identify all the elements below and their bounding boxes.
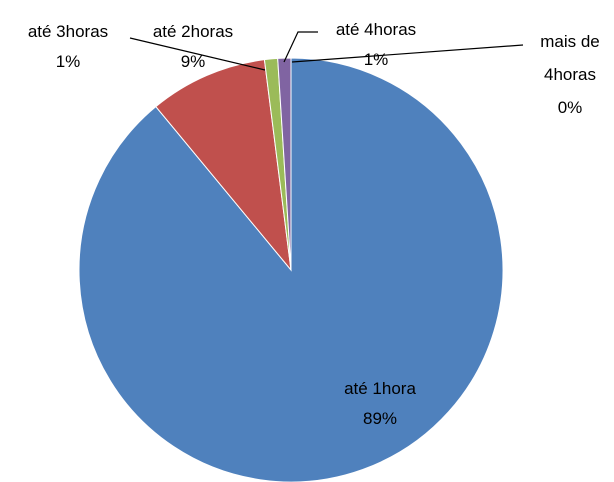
category-name: até 2horas [152,22,234,41]
slice-label: mais de 4horas 0% [530,25,610,124]
slice-label: até 2horas 9% [123,17,263,77]
leader-line [291,44,524,63]
percent-label: 1% [363,50,389,69]
category-name: até 4horas [335,20,417,39]
percent-label: 0% [557,98,583,117]
slice-label: até 3horas 1% [0,17,138,77]
category-name: até 3horas [27,22,109,41]
percent-label: 1% [55,52,81,71]
category-name: até 1hora [344,379,416,398]
slices [78,57,504,482]
percent-label: 89% [362,409,398,428]
leader-line [129,37,266,71]
leader-line [283,31,318,63]
category-name: mais de 4horas [540,32,600,84]
pie-slice [155,59,292,272]
slice-label: até 4horas 1% [306,15,446,75]
slice-label: até 1hora 89% [310,374,450,434]
percent-label: 9% [180,52,206,71]
